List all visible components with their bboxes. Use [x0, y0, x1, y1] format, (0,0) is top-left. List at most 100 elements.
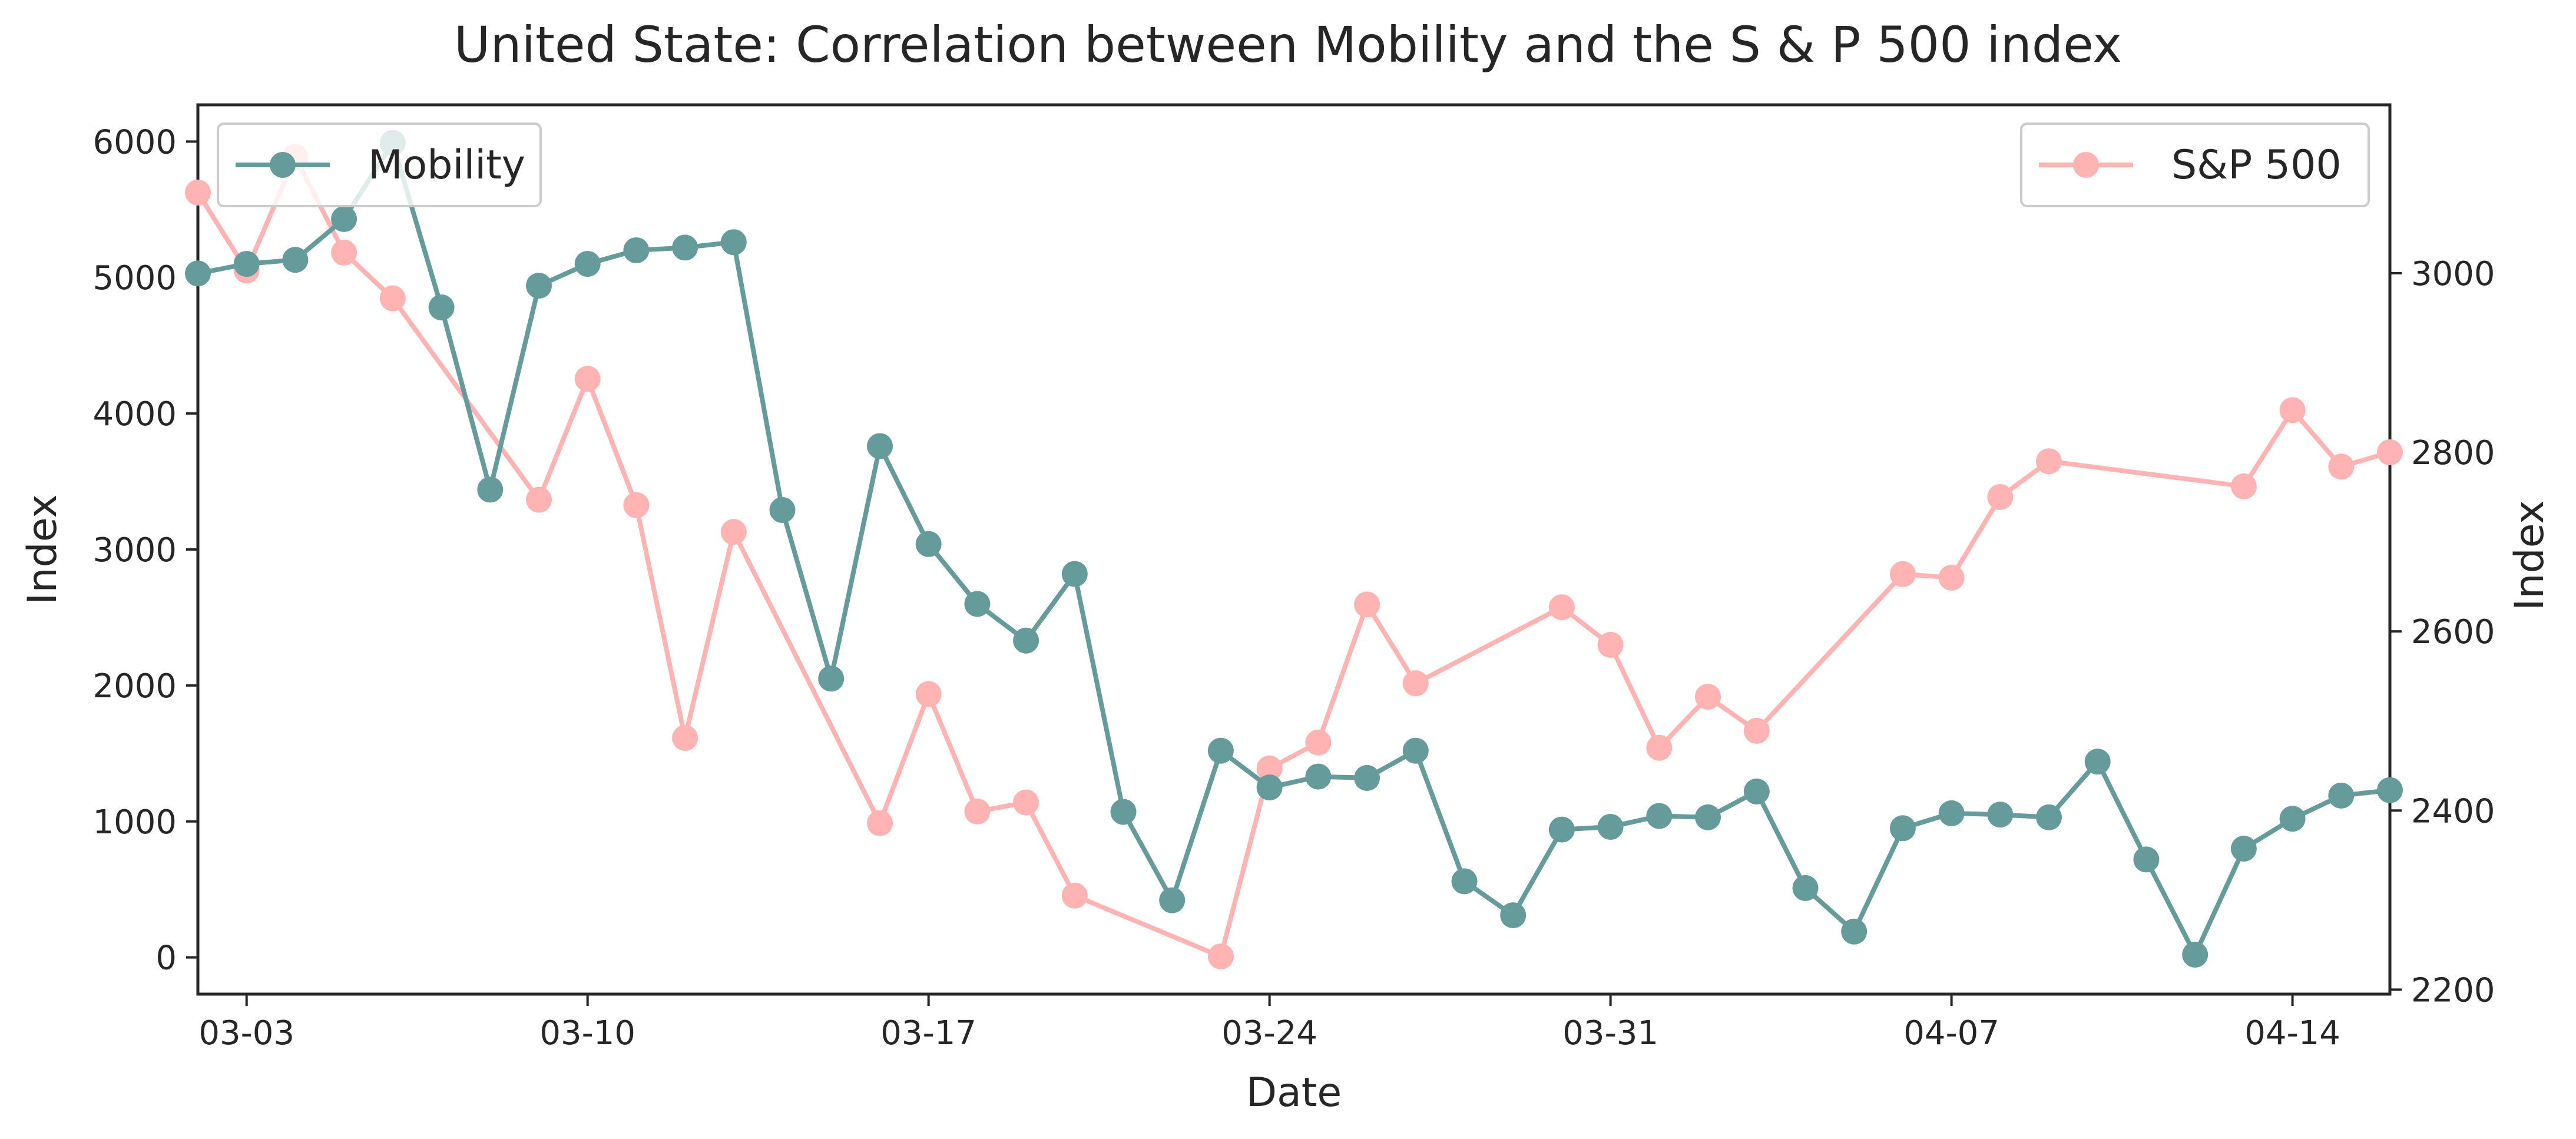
x-tick-label: 03-17: [880, 1014, 976, 1052]
right-y-tick-label: 2400: [2411, 792, 2495, 830]
data-point-mobility: [1889, 815, 1916, 842]
data-point-mobility: [233, 251, 260, 277]
data-point-mobility: [331, 206, 357, 232]
data-point-s-p-500: [1256, 755, 1283, 782]
data-point-s-p-500: [1889, 561, 1916, 587]
data-point-mobility: [1451, 868, 1478, 895]
legend-sp500-label: S&P 500: [2171, 142, 2342, 188]
x-tick-label: 03-31: [1562, 1014, 1658, 1052]
data-point-mobility: [1695, 804, 1721, 830]
data-point-s-p-500: [720, 519, 747, 545]
data-point-s-p-500: [672, 725, 698, 751]
series-layer: [185, 130, 2403, 970]
data-point-mobility: [1548, 816, 1575, 843]
data-point-mobility: [1256, 774, 1283, 801]
chart-title: United State: Correlation between Mobili…: [454, 16, 2122, 74]
data-point-mobility: [1305, 763, 1332, 790]
data-point-mobility: [1597, 814, 1624, 840]
data-point-s-p-500: [1548, 594, 1575, 621]
data-point-mobility: [867, 433, 893, 459]
data-point-mobility: [672, 234, 698, 261]
right-y-axis-label: Index: [2507, 500, 2553, 610]
data-point-s-p-500: [331, 239, 357, 266]
data-point-mobility: [915, 531, 942, 557]
data-point-s-p-500: [526, 486, 552, 513]
legend-sp500-box: [2020, 122, 2370, 207]
data-point-s-p-500: [2377, 439, 2403, 465]
series-s-p-500: [185, 144, 2403, 970]
data-point-mobility: [1061, 561, 1088, 587]
data-point-s-p-500: [2328, 453, 2355, 480]
series-mobility: [185, 130, 2403, 968]
data-point-mobility: [477, 476, 504, 503]
right-y-tick-label: 2800: [2411, 434, 2495, 472]
data-point-s-p-500: [1987, 484, 2014, 510]
data-point-s-p-500: [185, 180, 211, 206]
x-axis: 03-03 03-10 03-17 03-24 03-31 04-07 04-14: [198, 994, 2340, 1052]
left-y-tick-label: 4000: [92, 395, 177, 433]
data-point-mobility: [1500, 902, 1527, 929]
data-point-mobility: [2182, 942, 2209, 968]
legend-mobility-box: [217, 122, 542, 207]
data-point-mobility: [1207, 737, 1234, 764]
data-point-mobility: [1013, 627, 1039, 654]
data-point-s-p-500: [1743, 717, 1770, 744]
legend-mobility-label: Mobility: [368, 142, 525, 188]
data-point-mobility: [964, 591, 991, 617]
x-tick-label: 03-03: [198, 1014, 294, 1052]
x-tick-label: 03-24: [1221, 1014, 1317, 1052]
data-point-mobility: [1792, 875, 1819, 901]
data-point-s-p-500: [1402, 670, 1429, 697]
data-point-s-p-500: [1695, 684, 1721, 710]
left-y-tick-label: 1000: [92, 803, 177, 842]
data-point-mobility: [769, 497, 796, 523]
right-y-axis: 2200 2400 2600 2800 3000: [2390, 255, 2495, 1009]
left-y-tick-label: 2000: [92, 667, 177, 706]
data-point-s-p-500: [2036, 448, 2062, 475]
data-point-mobility: [720, 229, 747, 256]
data-point-s-p-500: [964, 798, 991, 825]
series-line-mobility: [197, 140, 2390, 957]
left-y-tick-label: 6000: [92, 123, 177, 161]
data-point-s-p-500: [574, 366, 601, 392]
data-point-s-p-500: [1354, 591, 1380, 618]
data-point-mobility: [1354, 764, 1380, 791]
data-point-s-p-500: [867, 810, 893, 836]
left-y-tick-label: 5000: [92, 259, 177, 297]
left-y-axis: 0 1000 2000 3000 4000 5000 6000: [92, 123, 198, 978]
right-y-tick-label: 2200: [2411, 971, 2495, 1009]
data-point-s-p-500: [1207, 943, 1234, 970]
data-point-mobility: [1938, 800, 1965, 826]
x-axis-label: Date: [1246, 1070, 1342, 1116]
data-point-mobility: [1110, 799, 1137, 825]
data-point-s-p-500: [915, 681, 942, 707]
data-point-s-p-500: [623, 492, 650, 518]
data-point-mobility: [282, 247, 309, 273]
legend-mobility-marker: [270, 152, 296, 178]
data-point-s-p-500: [1597, 631, 1624, 658]
data-point-s-p-500: [379, 285, 406, 312]
left-y-tick-label: 0: [155, 939, 177, 978]
data-point-mobility: [2279, 806, 2306, 832]
data-point-s-p-500: [2230, 473, 2257, 499]
data-point-s-p-500: [1013, 789, 1039, 816]
x-tick-label: 03-10: [539, 1014, 635, 1052]
data-point-mobility: [428, 294, 455, 320]
data-point-mobility: [526, 273, 552, 299]
data-point-s-p-500: [1938, 564, 1965, 591]
legend-sp500: S&P 500: [2020, 122, 2370, 207]
legend-sp500-marker: [2073, 152, 2099, 178]
legend-mobility: Mobility: [217, 122, 542, 207]
data-point-mobility: [2036, 804, 2062, 830]
data-point-mobility: [1159, 887, 1186, 913]
x-tick-label: 04-07: [1903, 1014, 1999, 1052]
left-y-tick-label: 3000: [92, 531, 177, 570]
data-point-mobility: [2133, 846, 2160, 873]
right-y-tick-label: 3000: [2411, 255, 2495, 293]
data-point-mobility: [2377, 777, 2403, 803]
data-point-mobility: [1646, 803, 1673, 829]
series-line-s-p-500: [196, 154, 2391, 959]
right-y-tick-label: 2600: [2411, 613, 2495, 651]
data-point-mobility: [2328, 782, 2355, 809]
